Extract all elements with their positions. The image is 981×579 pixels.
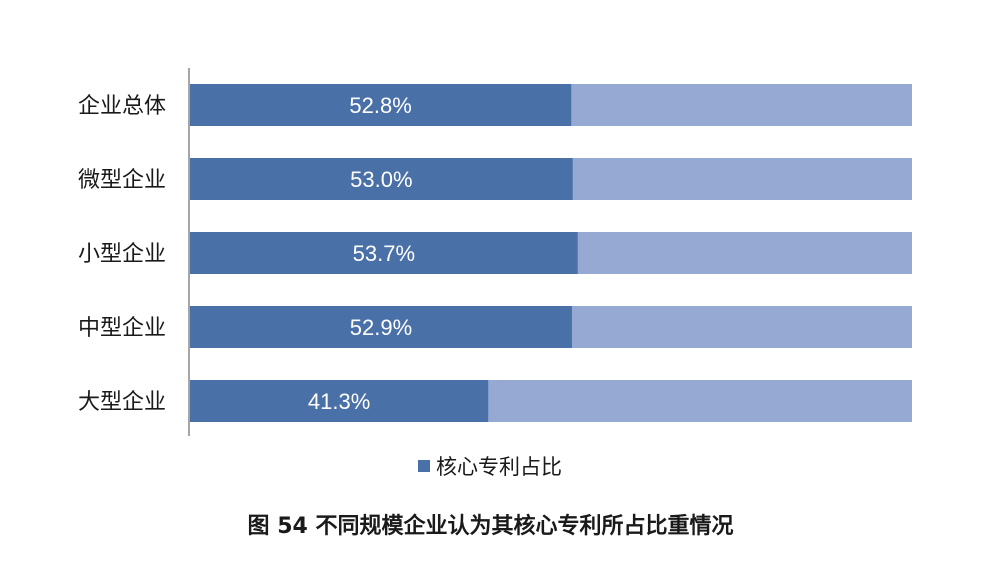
figure-caption: 图 54 不同规模企业认为其核心专利所占比重情况 (247, 514, 734, 539)
data-label-0: 52.8% (349, 93, 411, 118)
legend: 核心专利占比 (418, 452, 562, 480)
bar-2 (190, 232, 578, 274)
stacked-bar-chart: 52.8% 企业总体 53.0% 微型企业 53.7% 小型企业 52.9% 中型企业 41.3… (78, 68, 912, 436)
bar-4 (190, 380, 489, 422)
bar-1 (190, 158, 573, 200)
data-label-4: 41.3% (308, 389, 370, 414)
legend-label: 核心专利占比 (436, 455, 562, 479)
bar-3 (190, 306, 572, 348)
category-label-3: 中型企业 (78, 316, 166, 341)
data-label-1: 53.0% (350, 167, 412, 192)
category-label-2: 小型企业 (78, 242, 166, 267)
data-label-3: 52.9% (350, 315, 412, 340)
bar-0 (190, 84, 572, 126)
legend-swatch (418, 460, 430, 472)
category-label-1: 微型企业 (78, 168, 166, 193)
data-label-2: 53.7% (353, 241, 415, 266)
category-label-4: 大型企业 (78, 390, 166, 415)
category-label-0: 企业总体 (78, 94, 166, 119)
